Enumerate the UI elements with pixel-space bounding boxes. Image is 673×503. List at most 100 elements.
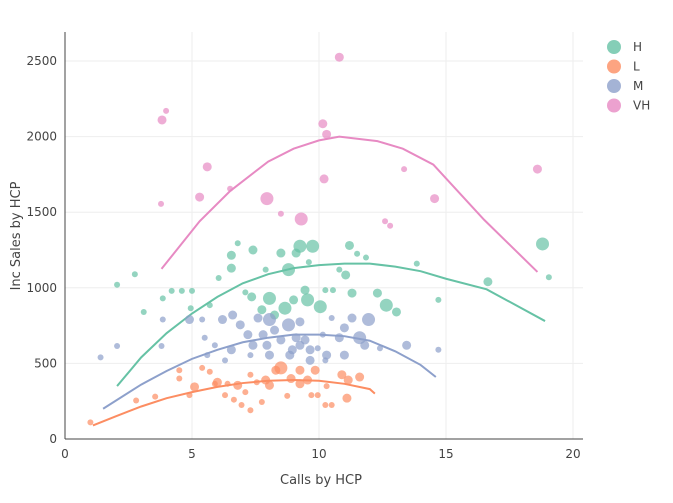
data-point-vh[interactable] xyxy=(277,210,284,217)
data-point-m[interactable] xyxy=(258,330,268,340)
data-point-h[interactable] xyxy=(545,274,552,281)
data-point-l[interactable] xyxy=(295,379,305,389)
data-point-m[interactable] xyxy=(339,323,349,333)
data-point-m[interactable] xyxy=(376,345,383,352)
legend-item-vh[interactable]: VH xyxy=(607,98,650,113)
data-point-l[interactable] xyxy=(133,397,140,404)
data-point-h[interactable] xyxy=(248,245,258,255)
data-point-h[interactable] xyxy=(215,274,222,281)
data-point-l[interactable] xyxy=(238,401,245,408)
data-point-vh[interactable] xyxy=(322,129,332,139)
data-point-l[interactable] xyxy=(274,361,288,375)
data-point-m[interactable] xyxy=(362,313,376,327)
data-point-m[interactable] xyxy=(322,350,332,360)
data-point-h[interactable] xyxy=(247,292,257,302)
data-point-m[interactable] xyxy=(262,313,276,327)
data-point-h[interactable] xyxy=(114,281,121,288)
data-point-h[interactable] xyxy=(159,295,166,302)
data-point-vh[interactable] xyxy=(202,162,212,172)
data-point-h[interactable] xyxy=(276,248,286,258)
data-point-m[interactable] xyxy=(314,345,321,352)
data-point-m[interactable] xyxy=(285,350,295,360)
data-point-m[interactable] xyxy=(247,352,254,359)
data-point-h[interactable] xyxy=(300,285,310,295)
data-point-m[interactable] xyxy=(262,340,272,350)
data-point-h[interactable] xyxy=(379,298,393,312)
data-point-vh[interactable] xyxy=(430,194,440,204)
data-point-m[interactable] xyxy=(226,345,236,355)
data-point-h[interactable] xyxy=(413,260,420,267)
data-point-h[interactable] xyxy=(131,271,138,278)
data-point-l[interactable] xyxy=(343,375,353,385)
data-point-l[interactable] xyxy=(176,367,183,374)
data-point-l[interactable] xyxy=(258,398,265,405)
data-point-l[interactable] xyxy=(342,393,352,403)
data-point-m[interactable] xyxy=(353,331,367,345)
data-point-h[interactable] xyxy=(483,277,493,287)
data-point-l[interactable] xyxy=(222,392,229,399)
data-point-l[interactable] xyxy=(247,407,254,414)
data-point-l[interactable] xyxy=(322,401,329,408)
data-point-l[interactable] xyxy=(295,365,305,375)
data-point-m[interactable] xyxy=(334,333,344,343)
data-point-m[interactable] xyxy=(347,313,357,323)
data-point-m[interactable] xyxy=(264,350,274,360)
data-point-m[interactable] xyxy=(222,357,229,364)
data-point-l[interactable] xyxy=(206,368,213,375)
data-point-h[interactable] xyxy=(306,239,320,253)
data-point-vh[interactable] xyxy=(318,119,328,129)
data-point-h[interactable] xyxy=(234,240,241,247)
data-point-l[interactable] xyxy=(233,380,243,390)
data-point-m[interactable] xyxy=(184,315,194,325)
data-point-m[interactable] xyxy=(253,313,263,323)
data-point-vh[interactable] xyxy=(401,166,408,173)
data-point-m[interactable] xyxy=(360,340,370,350)
data-point-m[interactable] xyxy=(243,330,253,340)
data-point-h[interactable] xyxy=(354,250,361,257)
data-point-m[interactable] xyxy=(295,317,305,327)
data-point-h[interactable] xyxy=(289,295,299,305)
data-point-l[interactable] xyxy=(211,380,218,387)
data-point-m[interactable] xyxy=(158,343,165,350)
data-point-l[interactable] xyxy=(314,392,321,399)
data-point-h[interactable] xyxy=(435,296,442,303)
data-point-m[interactable] xyxy=(322,357,329,364)
data-point-h[interactable] xyxy=(242,289,249,296)
data-point-m[interactable] xyxy=(235,320,245,330)
data-point-h[interactable] xyxy=(140,308,147,315)
data-point-l[interactable] xyxy=(152,393,159,400)
data-point-m[interactable] xyxy=(228,310,238,320)
data-point-m[interactable] xyxy=(114,343,121,350)
data-point-h[interactable] xyxy=(362,254,369,261)
data-point-m[interactable] xyxy=(282,318,296,332)
data-point-h[interactable] xyxy=(168,287,175,294)
data-point-h[interactable] xyxy=(178,287,185,294)
data-point-m[interactable] xyxy=(211,342,218,349)
data-point-l[interactable] xyxy=(199,364,206,371)
data-point-vh[interactable] xyxy=(382,218,389,225)
data-point-l[interactable] xyxy=(284,392,291,399)
data-point-h[interactable] xyxy=(187,305,194,312)
data-point-h[interactable] xyxy=(278,301,292,315)
data-point-m[interactable] xyxy=(339,350,349,360)
data-point-h[interactable] xyxy=(313,300,327,314)
data-point-h[interactable] xyxy=(293,239,307,253)
data-point-m[interactable] xyxy=(305,345,315,355)
data-point-m[interactable] xyxy=(201,334,208,341)
data-point-l[interactable] xyxy=(328,401,335,408)
legend-item-l[interactable]: L xyxy=(607,59,640,74)
data-point-vh[interactable] xyxy=(334,52,344,62)
data-point-h[interactable] xyxy=(336,266,343,273)
data-point-m[interactable] xyxy=(248,340,258,350)
data-point-l[interactable] xyxy=(230,396,237,403)
data-point-m[interactable] xyxy=(97,354,104,361)
data-point-h[interactable] xyxy=(536,237,550,251)
data-point-l[interactable] xyxy=(323,383,330,390)
data-point-l[interactable] xyxy=(247,371,254,378)
data-point-h[interactable] xyxy=(262,291,276,305)
data-point-vh[interactable] xyxy=(163,107,170,114)
data-point-h[interactable] xyxy=(257,305,267,315)
data-point-m[interactable] xyxy=(435,346,442,353)
data-point-h[interactable] xyxy=(391,307,401,317)
data-point-m[interactable] xyxy=(199,316,206,323)
